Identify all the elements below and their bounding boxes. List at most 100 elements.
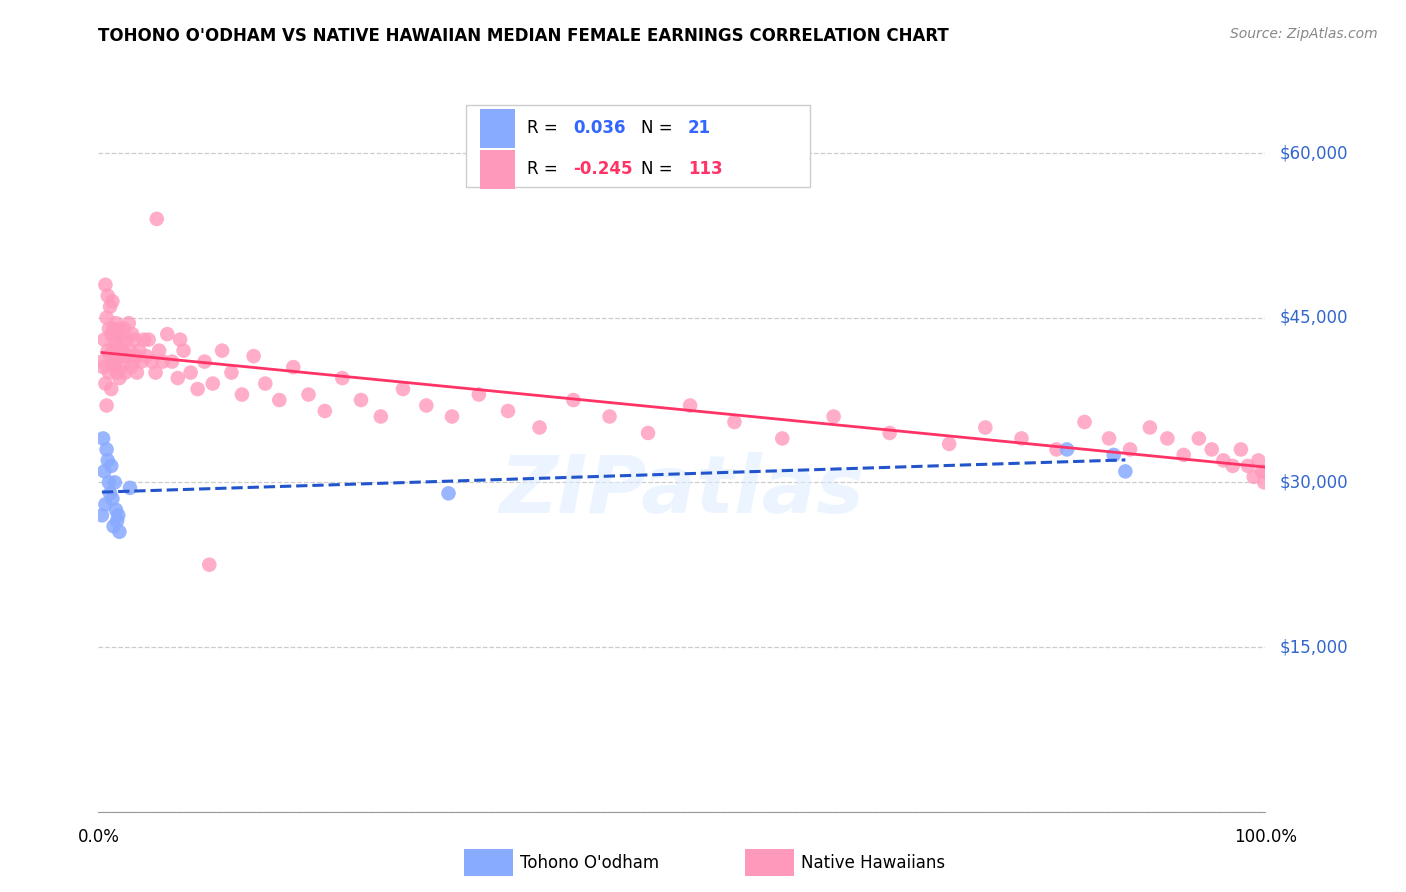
Point	[440, 409, 463, 424]
Point	[103, 354, 125, 368]
Text: R =: R =	[527, 161, 562, 178]
Point	[169, 333, 191, 347]
Point	[107, 508, 129, 523]
Point	[187, 382, 209, 396]
Point	[723, 415, 745, 429]
Point	[1222, 458, 1244, 473]
Point	[104, 354, 127, 368]
Point	[974, 420, 997, 434]
Point	[242, 349, 264, 363]
Point	[135, 349, 157, 363]
Point	[496, 404, 519, 418]
Point	[1098, 432, 1121, 446]
Point	[103, 321, 125, 335]
Point	[211, 343, 233, 358]
Point	[96, 442, 118, 457]
Point	[97, 343, 120, 358]
Text: $30,000: $30,000	[1279, 474, 1348, 491]
Text: ZIPatlas: ZIPatlas	[499, 451, 865, 530]
Point	[131, 354, 153, 368]
Point	[148, 343, 170, 358]
Point	[112, 349, 135, 363]
Point	[370, 409, 392, 424]
Point	[194, 354, 217, 368]
Point	[437, 486, 460, 500]
Point	[93, 333, 115, 347]
FancyBboxPatch shape	[479, 109, 515, 148]
Point	[1045, 442, 1067, 457]
Point	[562, 392, 585, 407]
Point	[1243, 470, 1265, 484]
Point	[529, 420, 551, 434]
Point	[94, 497, 117, 511]
Point	[104, 316, 127, 330]
Point	[97, 475, 120, 490]
Point	[599, 409, 621, 424]
Text: 113: 113	[688, 161, 723, 178]
Point	[107, 327, 129, 342]
Point	[100, 382, 122, 396]
Point	[101, 343, 124, 358]
Point	[108, 371, 131, 385]
Point	[1230, 442, 1253, 457]
Point	[1212, 453, 1234, 467]
Point	[105, 514, 128, 528]
Text: TOHONO O'ODHAM VS NATIVE HAWAIIAN MEDIAN FEMALE EARNINGS CORRELATION CHART: TOHONO O'ODHAM VS NATIVE HAWAIIAN MEDIAN…	[98, 27, 949, 45]
Point	[118, 481, 141, 495]
Point	[1139, 420, 1161, 434]
Point	[145, 366, 167, 380]
Point	[128, 343, 150, 358]
Point	[93, 464, 115, 478]
Text: N =: N =	[641, 161, 678, 178]
Point	[90, 508, 112, 523]
Text: $15,000: $15,000	[1279, 638, 1348, 656]
Point	[103, 519, 125, 533]
Point	[231, 387, 253, 401]
Point	[111, 333, 134, 347]
Point	[1237, 458, 1260, 473]
Point	[97, 321, 120, 335]
Point	[283, 360, 305, 375]
Point	[166, 371, 188, 385]
Point	[132, 333, 155, 347]
Point	[141, 354, 163, 368]
Point	[1201, 442, 1223, 457]
Point	[118, 316, 141, 330]
Point	[94, 277, 117, 292]
Point	[823, 409, 845, 424]
Point	[297, 387, 319, 401]
Point	[1114, 464, 1136, 478]
Point	[101, 491, 124, 506]
Point	[160, 354, 183, 368]
Point	[96, 310, 118, 325]
Text: 0.036: 0.036	[574, 120, 626, 137]
Point	[120, 360, 142, 375]
Text: $45,000: $45,000	[1279, 309, 1348, 326]
Point	[152, 354, 174, 368]
Point	[101, 294, 124, 309]
Point	[110, 343, 132, 358]
Point	[97, 289, 120, 303]
Text: Tohono O'odham: Tohono O'odham	[520, 854, 659, 871]
Point	[108, 524, 131, 539]
Point	[138, 333, 160, 347]
Point	[97, 366, 120, 380]
Point	[125, 349, 148, 363]
FancyBboxPatch shape	[479, 150, 515, 189]
Point	[105, 338, 128, 352]
Point	[91, 432, 114, 446]
Point	[392, 382, 415, 396]
Point	[108, 321, 131, 335]
Point	[98, 300, 121, 314]
Point	[1251, 464, 1274, 478]
Point	[98, 486, 121, 500]
Point	[350, 392, 373, 407]
Point	[97, 453, 120, 467]
Point	[117, 349, 139, 363]
Point	[111, 343, 134, 358]
Text: Source: ZipAtlas.com: Source: ZipAtlas.com	[1230, 27, 1378, 41]
Point	[121, 327, 143, 342]
Text: $60,000: $60,000	[1279, 144, 1348, 162]
Point	[314, 404, 336, 418]
Point	[107, 349, 129, 363]
